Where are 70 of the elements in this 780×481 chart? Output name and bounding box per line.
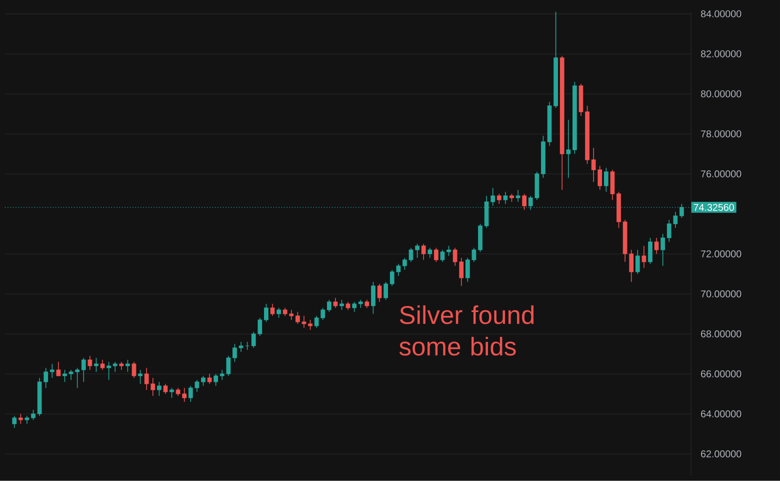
candlestick bbox=[238, 342, 244, 352]
y-tick-label: 76.00000 bbox=[701, 170, 742, 178]
candlestick bbox=[340, 300, 344, 310]
candlestick bbox=[635, 250, 640, 274]
candlestick bbox=[326, 300, 332, 312]
candlestick bbox=[654, 238, 659, 254]
y-tick-label: 62.00000 bbox=[701, 450, 742, 458]
candlestick bbox=[434, 248, 438, 262]
ref-line-label: 74.32560 bbox=[694, 204, 734, 211]
candlestick bbox=[62, 370, 67, 382]
candlestick bbox=[18, 414, 23, 424]
candlestick bbox=[31, 410, 36, 420]
candlestick bbox=[421, 244, 426, 260]
candlestick bbox=[163, 384, 168, 394]
candlestick bbox=[214, 374, 218, 386]
candlestick bbox=[496, 194, 502, 204]
candlestick bbox=[415, 244, 420, 258]
candlestick bbox=[88, 356, 92, 370]
candlestick bbox=[428, 248, 432, 258]
candlestick bbox=[648, 238, 652, 264]
candlestick bbox=[408, 248, 414, 262]
y-tick-label: 78.00000 bbox=[701, 130, 742, 138]
candlestick bbox=[516, 190, 520, 202]
candlestick bbox=[106, 362, 111, 380]
candlestick bbox=[384, 282, 388, 300]
candlestick bbox=[296, 312, 300, 324]
candlestick bbox=[377, 284, 382, 302]
candlestick bbox=[276, 308, 281, 318]
candlestick bbox=[660, 234, 666, 266]
candlestick bbox=[352, 302, 357, 312]
y-tick-label: 64.00000 bbox=[701, 410, 742, 418]
candlestick bbox=[156, 382, 162, 396]
candlestick bbox=[94, 358, 98, 372]
candlestick bbox=[126, 360, 130, 372]
annotation: Silver found some bids bbox=[399, 305, 534, 356]
y-tick-label: 70.00000 bbox=[701, 290, 742, 298]
candlestick bbox=[138, 370, 142, 384]
candlestick bbox=[308, 320, 312, 330]
candlestick bbox=[642, 246, 646, 268]
candlestick bbox=[50, 364, 54, 378]
candlestick bbox=[100, 360, 105, 370]
candlestick bbox=[402, 258, 407, 270]
candlestick bbox=[12, 416, 17, 428]
y-tick-label: 82.00000 bbox=[700, 50, 742, 58]
candlestick bbox=[112, 362, 118, 372]
candlestick bbox=[440, 250, 445, 262]
candlestick bbox=[566, 120, 571, 178]
candlestick bbox=[333, 298, 338, 308]
candlestick bbox=[270, 304, 275, 316]
y-tick-label: 84.00000 bbox=[700, 10, 742, 18]
y-tick-label: 72.00000 bbox=[701, 250, 742, 258]
candlestick bbox=[610, 170, 615, 200]
y-tick-label: 80.00000 bbox=[700, 90, 742, 98]
candlestick bbox=[207, 374, 212, 384]
candlestick bbox=[170, 388, 174, 398]
candlestick bbox=[446, 246, 451, 256]
candlestick bbox=[478, 224, 482, 252]
candlestick bbox=[371, 282, 376, 314]
candlestick bbox=[81, 358, 86, 382]
candlestick bbox=[264, 304, 268, 322]
y-tick-label: 66.00000 bbox=[701, 370, 742, 378]
candlestick bbox=[232, 344, 237, 362]
candlestick bbox=[132, 362, 136, 378]
candlestick bbox=[201, 376, 206, 386]
candlestick bbox=[522, 194, 527, 210]
candlestick bbox=[56, 362, 61, 376]
candlestick bbox=[503, 192, 508, 204]
candlestick bbox=[604, 168, 608, 192]
candlestick bbox=[302, 316, 306, 328]
y-tick-label: 68.00000 bbox=[701, 330, 742, 338]
